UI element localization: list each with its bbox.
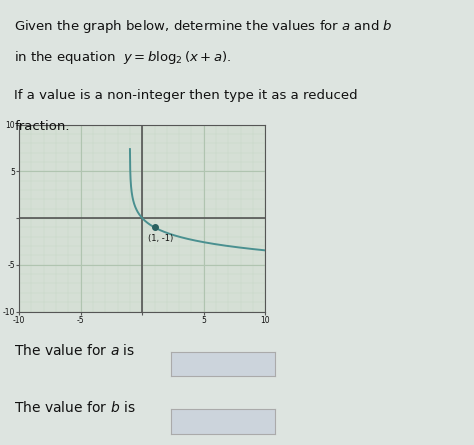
Text: The value for $\mathit{a}$ is: The value for $\mathit{a}$ is [14, 343, 136, 358]
Text: in the equation  $y = b\log_2(x + a)$.: in the equation $y = b\log_2(x + a)$. [14, 49, 232, 66]
Text: The value for $\mathit{b}$ is: The value for $\mathit{b}$ is [14, 400, 136, 416]
Text: If a value is a non-integer then type it as a reduced: If a value is a non-integer then type it… [14, 89, 358, 102]
Text: fraction.: fraction. [14, 120, 70, 133]
Text: Given the graph below, determine the values for $\mathit{a}$ and $\mathit{b}$: Given the graph below, determine the val… [14, 18, 393, 35]
Text: (1, -1): (1, -1) [148, 235, 173, 243]
